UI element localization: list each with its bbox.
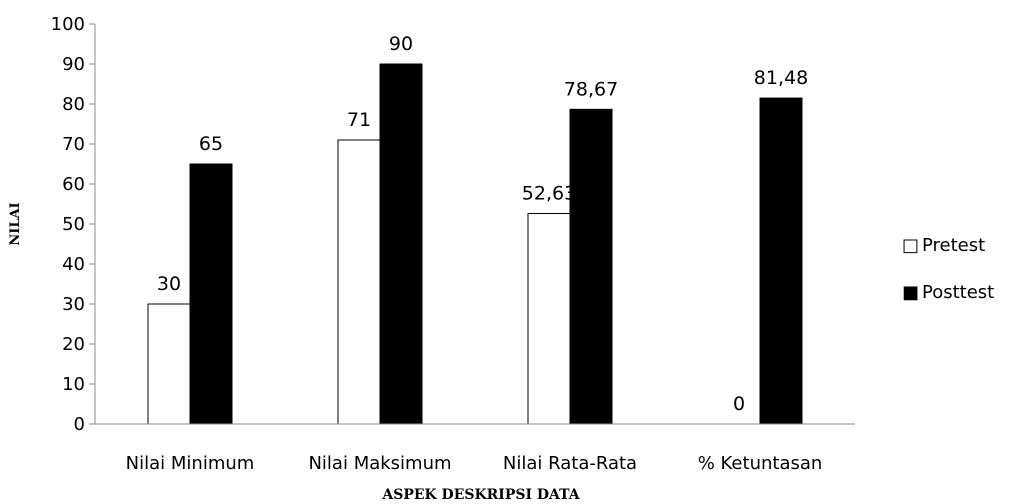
bar-posttest bbox=[569, 108, 613, 425]
y-tick-label: 80 bbox=[62, 94, 85, 115]
y-tick-label: 30 bbox=[62, 294, 85, 315]
data-label-posttest: 65 bbox=[199, 133, 223, 155]
y-tick-label: 70 bbox=[62, 134, 85, 155]
legend: □ Pretest ■ Posttest bbox=[902, 235, 994, 303]
y-axis-title: NILAI bbox=[8, 202, 23, 245]
y-tick-label: 60 bbox=[62, 174, 85, 195]
legend-label-pretest: Pretest bbox=[922, 235, 985, 256]
bar-pretest bbox=[337, 139, 381, 425]
data-label-pretest: 0 bbox=[733, 393, 745, 415]
y-tick-label: 40 bbox=[62, 254, 85, 275]
bar-posttest bbox=[189, 163, 233, 425]
data-label-pretest: 71 bbox=[347, 109, 371, 131]
data-label-posttest: 78,67 bbox=[564, 78, 618, 100]
data-labels: 30 65 71 90 52,63 78,67 0 81,48 bbox=[157, 33, 808, 415]
data-label-pretest: 52,63 bbox=[522, 182, 576, 204]
legend-label-posttest: Posttest bbox=[922, 282, 994, 303]
y-tick-label: 10 bbox=[62, 374, 85, 395]
y-tick-label: 20 bbox=[62, 334, 85, 355]
legend-symbol-pretest: □ bbox=[902, 235, 919, 256]
bars bbox=[147, 63, 803, 425]
data-label-pretest: 30 bbox=[157, 273, 181, 295]
data-label-posttest: 81,48 bbox=[754, 67, 808, 89]
legend-symbol-posttest: ■ bbox=[902, 282, 919, 303]
data-label-posttest: 90 bbox=[389, 33, 413, 55]
bar-posttest bbox=[379, 63, 423, 425]
x-tick-label: Nilai Rata-Rata bbox=[503, 453, 637, 474]
y-tick-label: 90 bbox=[62, 54, 85, 75]
bar-pretest bbox=[147, 303, 191, 425]
x-tick-label: Nilai Minimum bbox=[126, 453, 255, 474]
y-tick-label: 100 bbox=[51, 14, 85, 35]
bar-pretest bbox=[527, 212, 571, 425]
y-tick-label: 0 bbox=[74, 414, 85, 435]
y-axis-ticks: 0 10 20 30 40 50 60 70 80 90 100 bbox=[51, 14, 95, 435]
bar-posttest bbox=[759, 97, 803, 425]
x-tick-label: % Ketuntasan bbox=[698, 453, 823, 474]
x-axis-title: ASPEK DESKRIPSI DATA bbox=[381, 487, 580, 503]
x-axis-ticks: Nilai Minimum Nilai Maksimum Nilai Rata-Ra… bbox=[126, 453, 823, 474]
x-tick-label: Nilai Maksimum bbox=[308, 453, 451, 474]
y-tick-label: 50 bbox=[62, 214, 85, 235]
